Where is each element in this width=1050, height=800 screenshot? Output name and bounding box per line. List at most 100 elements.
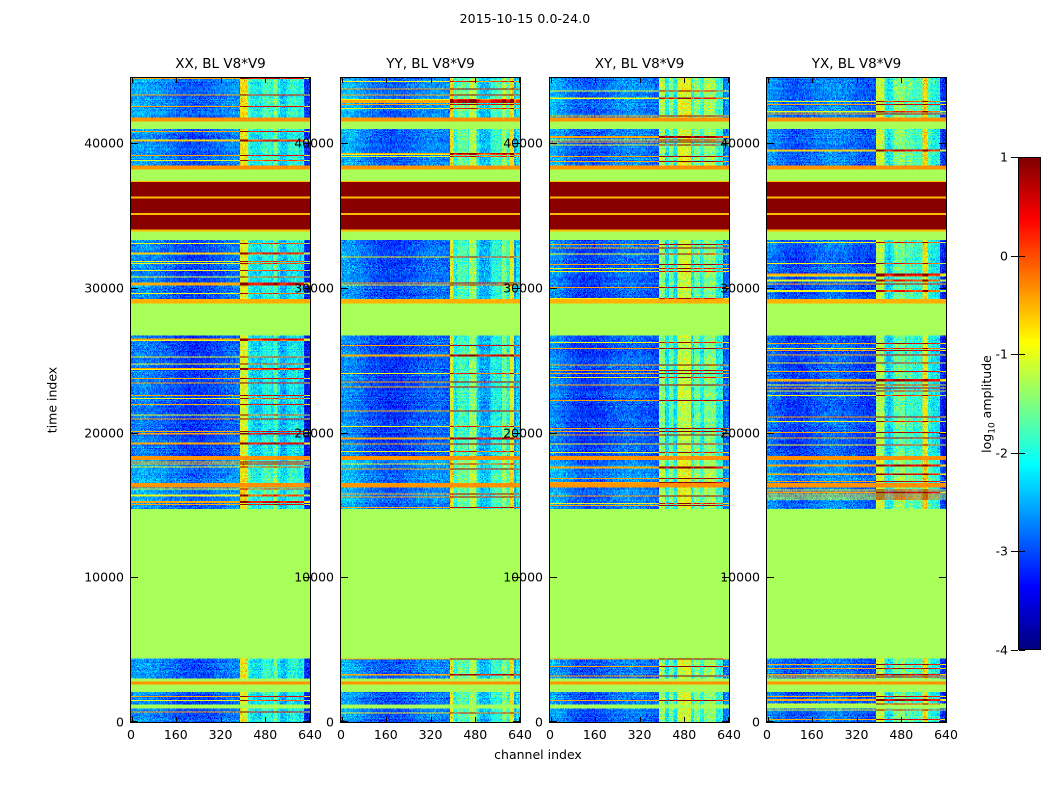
figure-suptitle: 2015-10-15 0.0-24.0 — [459, 11, 591, 26]
colorbar-tick — [1011, 354, 1018, 356]
y-tick — [550, 432, 557, 434]
x-tick-label: 0 — [546, 727, 554, 742]
y-tick-label: 40000 — [294, 135, 334, 151]
panel-title-xy: XY, BL V8*V9 — [594, 56, 685, 72]
x-tick-top — [945, 78, 946, 83]
y-tick-right — [513, 143, 520, 145]
y-tick — [341, 287, 348, 289]
colorbar-tick — [1011, 157, 1018, 158]
x-tick-top — [220, 78, 222, 83]
y-tick — [550, 287, 557, 289]
y-tick — [550, 143, 557, 145]
x-tick-top — [551, 78, 552, 83]
colorbar-tick-label: -3 — [995, 543, 1008, 559]
x-tick-label: 640 — [934, 727, 958, 742]
x-tick-top — [519, 78, 520, 83]
y-tick-label: 10000 — [720, 569, 760, 585]
x-tick-label: 320 — [627, 727, 652, 742]
x-tick-label: 160 — [163, 727, 188, 742]
colorbar-tick — [1011, 650, 1018, 651]
x-tick — [728, 717, 729, 722]
colorbar-tick — [1011, 255, 1018, 257]
x-tick-top — [856, 78, 858, 83]
x-tick-label: 160 — [799, 727, 824, 742]
x-tick-label: 0 — [337, 727, 345, 742]
colorbar-tick-label: 1 — [1000, 149, 1008, 165]
y-tick-label: 30000 — [294, 280, 334, 296]
x-tick-top — [309, 78, 310, 83]
y-tick-label: 40000 — [84, 135, 124, 151]
y-tick-label: 30000 — [503, 280, 543, 296]
y-tick-label: 0 — [116, 714, 124, 730]
panel-title-yx: YX, BL V8*V9 — [811, 56, 902, 72]
y-tick — [767, 432, 774, 434]
x-tick-label: 480 — [463, 727, 488, 742]
x-tick-label: 160 — [582, 727, 607, 742]
y-tick-label: 40000 — [503, 135, 543, 151]
colorbar-tick-inner — [1019, 157, 1025, 158]
y-tick — [131, 143, 138, 145]
y-tick-right — [303, 721, 310, 722]
colorbar-tick-inner — [1019, 650, 1025, 651]
y-tick-label: 20000 — [720, 425, 760, 441]
waterfall-panel-xx[interactable] — [130, 77, 311, 723]
colorbar-label-tail: amplitude — [978, 355, 994, 423]
panel-title-yy: YY, BL V8*V9 — [386, 56, 475, 72]
colorbar-tick-inner — [1019, 551, 1025, 553]
y-tick — [131, 721, 138, 722]
x-tick — [309, 717, 310, 722]
waterfall-panel-xy[interactable] — [549, 77, 730, 723]
x-tick — [265, 717, 267, 722]
y-tick-right — [513, 721, 520, 722]
y-tick-label: 30000 — [720, 280, 760, 296]
x-tick-top — [811, 78, 813, 83]
x-tick-top — [175, 78, 177, 83]
y-tick — [341, 577, 348, 579]
waterfall-image-yx — [767, 78, 946, 722]
y-tick — [341, 721, 348, 722]
y-tick-label: 10000 — [84, 569, 124, 585]
y-tick-right — [939, 143, 946, 145]
waterfall-image-xy — [550, 78, 729, 722]
colorbar-tick-label: -4 — [995, 642, 1008, 658]
x-tick-label: 640 — [508, 727, 532, 742]
x-tick — [475, 717, 477, 722]
x-tick-label: 320 — [208, 727, 233, 742]
colorbar-tick-inner — [1019, 255, 1025, 257]
x-tick-label: 480 — [889, 727, 914, 742]
x-tick — [430, 717, 432, 722]
y-tick-right — [939, 432, 946, 434]
x-tick — [175, 717, 177, 722]
y-tick-label: 0 — [752, 714, 760, 730]
x-tick-top — [594, 78, 596, 83]
y-tick-label: 10000 — [503, 569, 543, 585]
y-tick-right — [722, 143, 729, 145]
x-tick — [342, 717, 343, 722]
y-tick — [550, 721, 557, 722]
panel-title-xx: XX, BL V8*V9 — [175, 56, 266, 72]
x-tick-label: 480 — [672, 727, 697, 742]
x-tick — [768, 717, 769, 722]
colorbar-tick — [1011, 452, 1018, 454]
y-tick — [767, 143, 774, 145]
y-tick-right — [939, 577, 946, 579]
x-tick — [132, 717, 133, 722]
waterfall-panel-yy[interactable] — [340, 77, 521, 723]
waterfall-panel-yx[interactable] — [766, 77, 947, 723]
x-tick-top — [475, 78, 477, 83]
x-tick-top — [342, 78, 343, 83]
x-tick-top — [132, 78, 133, 83]
x-tick-top — [639, 78, 641, 83]
y-tick-label: 30000 — [84, 280, 124, 296]
y-tick-label: 10000 — [294, 569, 334, 585]
y-tick-right — [722, 432, 729, 434]
x-tick-label: 640 — [298, 727, 322, 742]
y-tick-label: 40000 — [720, 135, 760, 151]
y-tick-right — [722, 721, 729, 722]
x-tick-label: 320 — [844, 727, 869, 742]
y-tick-right — [939, 287, 946, 289]
y-tick-right — [303, 143, 310, 145]
x-axis-title: channel index — [494, 747, 582, 762]
x-tick-top — [265, 78, 267, 83]
x-tick-label: 640 — [717, 727, 741, 742]
